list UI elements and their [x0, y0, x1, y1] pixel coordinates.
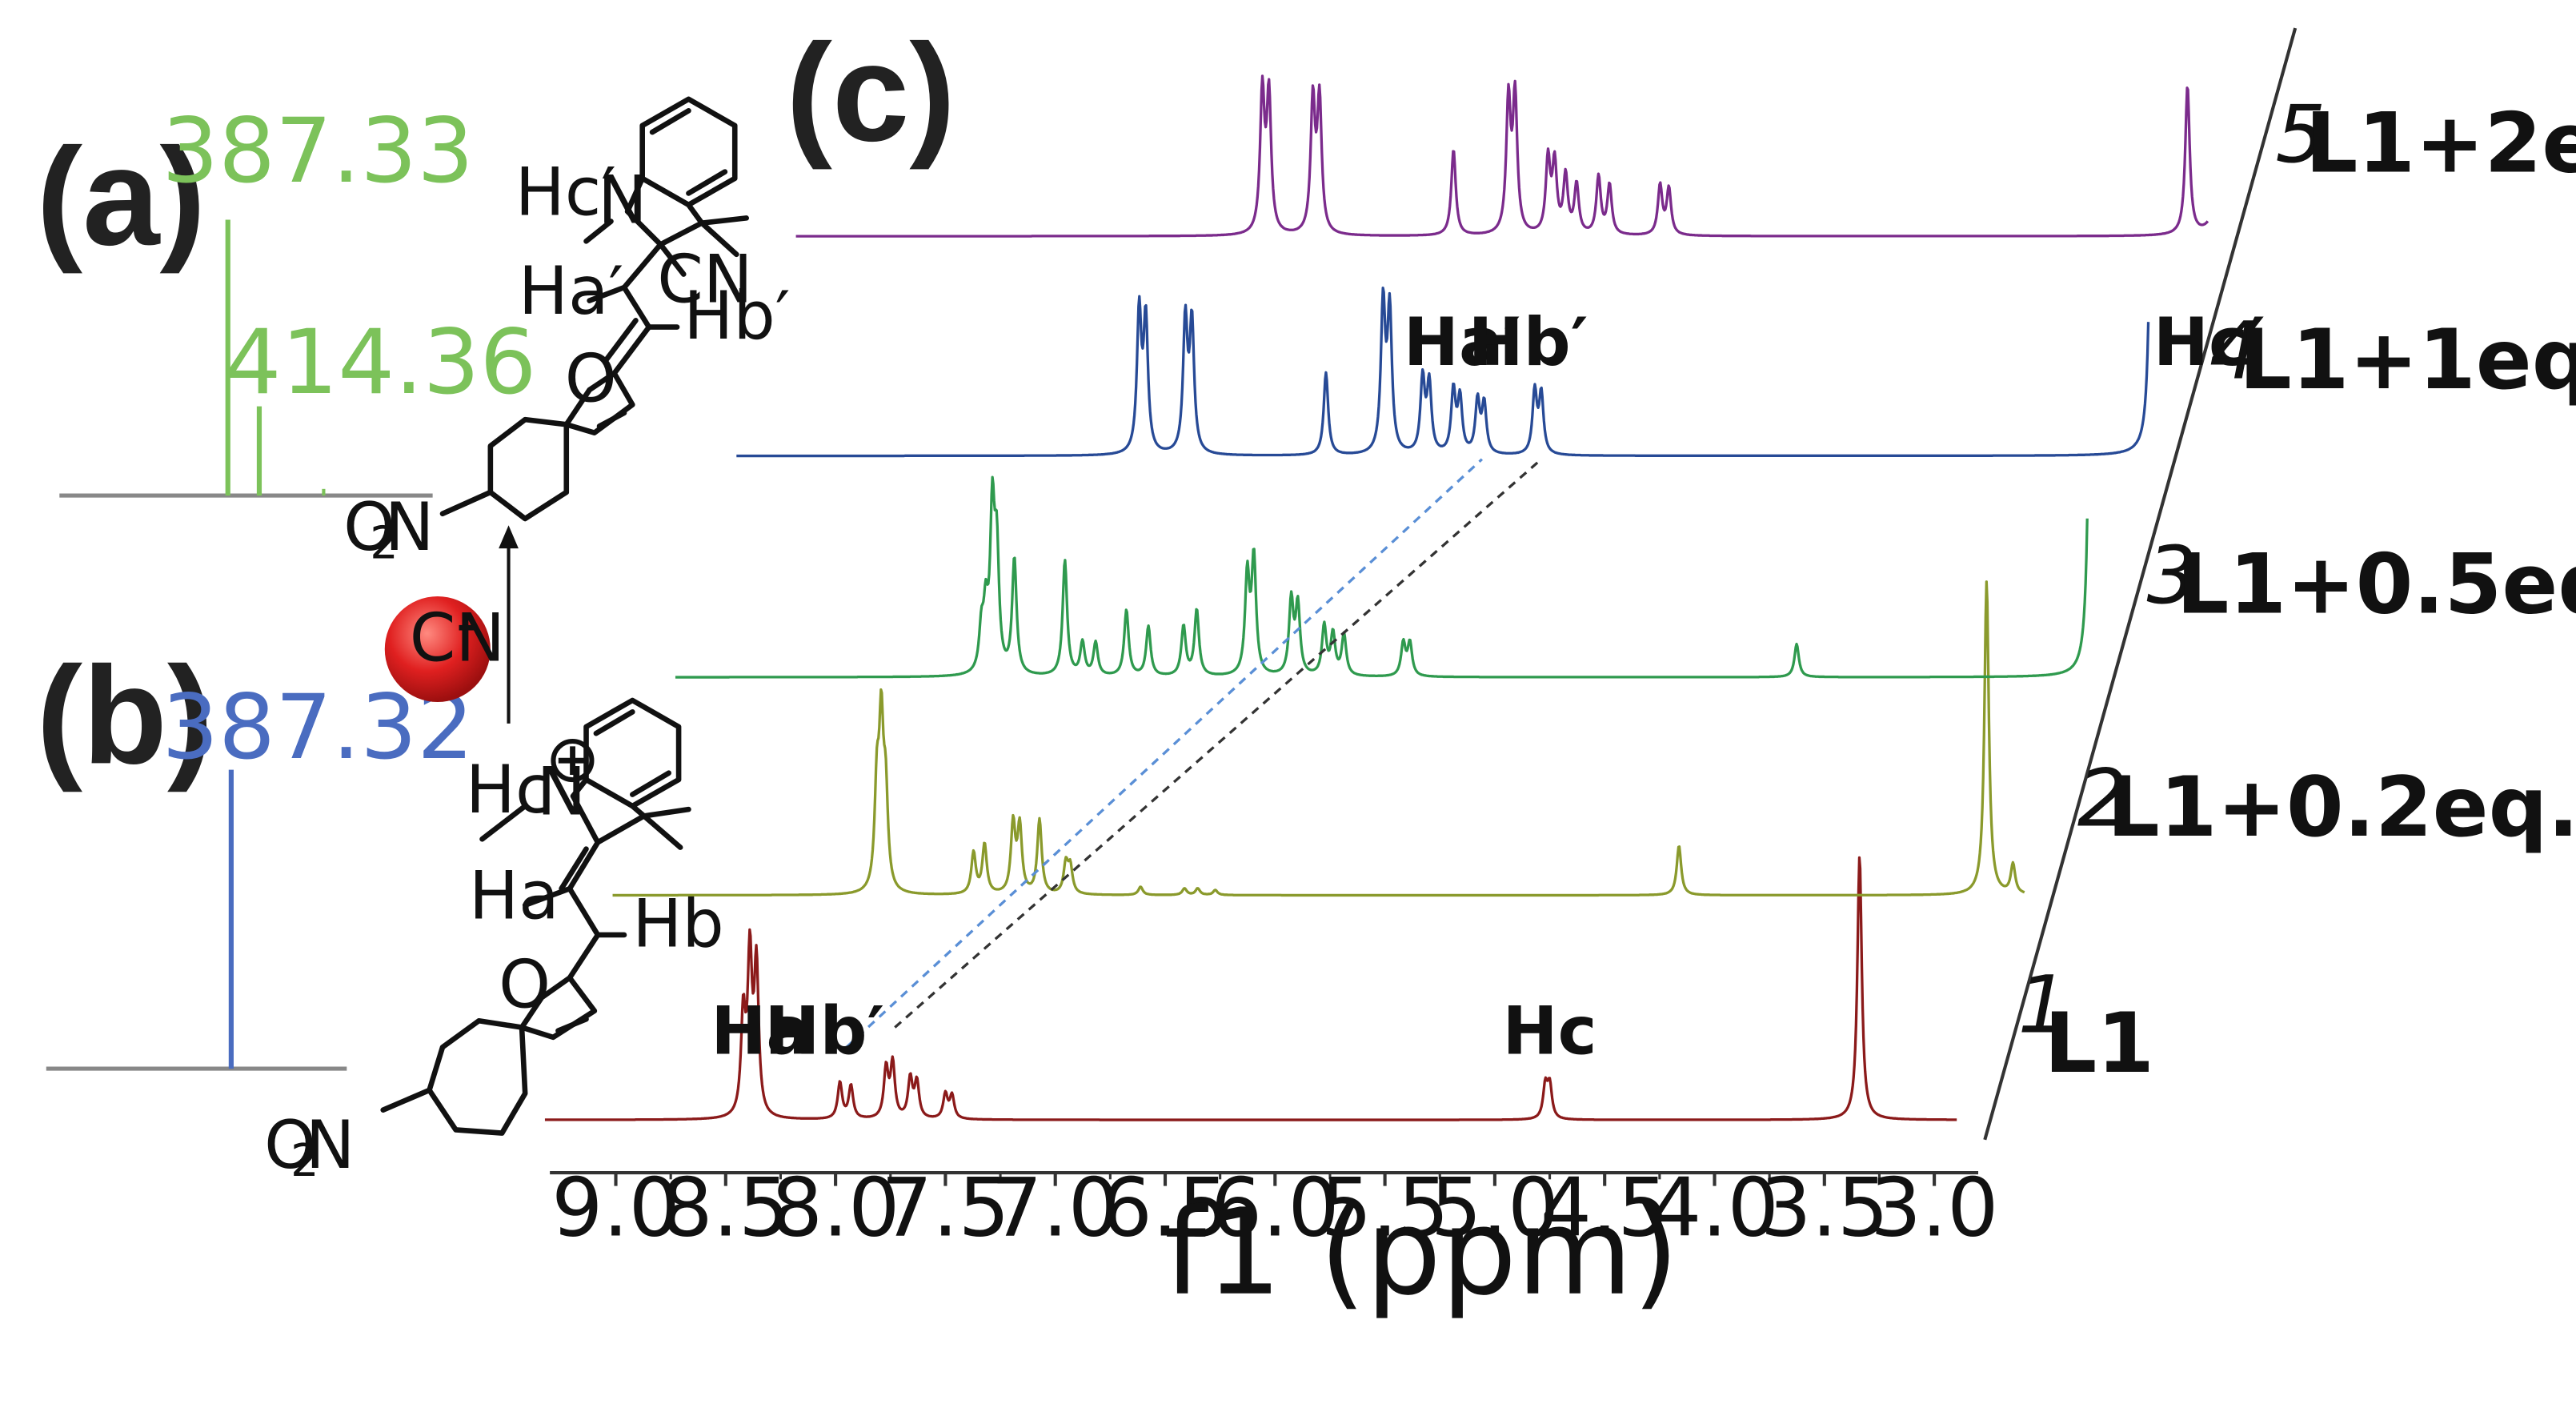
struct-bot-n: N: [537, 753, 587, 830]
x-tick-label-5: 6.5: [1101, 1160, 1230, 1254]
nmr-trace-3: [675, 475, 2089, 679]
struct-bot-o: O: [499, 947, 551, 1024]
struct-top-o: O: [565, 340, 617, 417]
guide-black: [894, 458, 1543, 1029]
x-tick-label-6: 6.0: [1211, 1160, 1340, 1254]
x-tick-label-3: 7.5: [881, 1160, 1010, 1254]
struct-bot-hc: Hc: [466, 752, 551, 828]
x-tick-label-2: 8.0: [771, 1160, 900, 1254]
x-tick-label-0: 9.0: [551, 1160, 680, 1254]
guide-blue: [845, 458, 1484, 1049]
struct-top-ha: Ha′: [519, 253, 623, 330]
panel-label-b: (b): [36, 637, 213, 792]
x-tick-label-9: 4.5: [1540, 1160, 1669, 1254]
trace-number-1: 1: [2018, 960, 2069, 1052]
nmr-trace-labels: 1L12L1+0.2eq.CN-3L1+0.5eq.CN-4L1+1eq.CN-…: [2018, 89, 2576, 1092]
nmr-guides: [845, 458, 1543, 1049]
struct-bot-no2-o: O: [264, 1107, 316, 1184]
x-tick-label-11: 3.5: [1760, 1160, 1889, 1254]
struct-top-cn: CN: [657, 242, 752, 319]
struct-bot-plus: ⊕: [545, 720, 600, 797]
panel-label-c: (c): [786, 14, 955, 170]
ms-a-label-2: 414.36: [225, 311, 537, 415]
nmr-trace-1: [544, 856, 1957, 1121]
reaction-arrowhead: [499, 525, 519, 549]
annotation-4: Ha′: [1404, 304, 1521, 381]
x-tick-label-10: 4.0: [1650, 1160, 1779, 1254]
x-tick-label-1: 8.5: [661, 1160, 790, 1254]
struct-bot-hb: Hb: [632, 885, 723, 962]
struct-top-no2-sub: 2: [370, 517, 398, 569]
x-tick-label-8: 5.0: [1431, 1160, 1560, 1254]
cyanide-reagent-label: CN: [410, 600, 505, 676]
x-axis-label: f1 (ppm): [1164, 1184, 1679, 1322]
structure-bottom: Hc N ⊕ Ha Hb O O 2 N: [264, 697, 724, 1187]
mass-spectrum-a: 387.33 414.36: [59, 100, 537, 498]
nmr-trace-2: [611, 580, 2025, 897]
struct-bot-no2-sub: 2: [290, 1135, 318, 1187]
struct-top-no2-n: N: [385, 489, 435, 566]
trace-label-2: L1+0.2eq.CN: [2107, 760, 2576, 856]
struct-bot-ha: Ha: [469, 857, 559, 934]
nmr-depth-axis: [1983, 27, 2298, 1141]
panel-label-a: (a): [36, 118, 206, 274]
annotation-5: Hb′: [1468, 304, 1588, 381]
nmr-trace-4: [735, 287, 2150, 458]
trace-label-1: L1: [2045, 996, 2155, 1092]
struct-top-n: N: [598, 162, 647, 239]
trace-label-3: L1+0.5eq.CN: [2177, 537, 2576, 633]
cyanide-reagent-ball: [384, 596, 491, 702]
nmr-trace-5: [795, 74, 2209, 238]
struct-top-no2-o: O: [343, 489, 395, 566]
annotation-2: Hb′: [764, 993, 884, 1070]
nmr-ticks: 9.08.58.07.57.06.56.05.55.04.54.03.53.0: [551, 1160, 1998, 1254]
trace-number-3: 3: [2147, 530, 2197, 622]
trace-number-4: 4: [2209, 306, 2260, 398]
cyanide-reagent-sup: -: [456, 585, 480, 662]
nmr-stack: 9.08.58.07.57.06.56.05.55.04.54.03.53.0 …: [544, 0, 2576, 1322]
struct-top-hc: Hc′: [515, 154, 616, 231]
x-tick-label-4: 7.0: [991, 1160, 1120, 1254]
nmr-spectra: [544, 0, 2223, 1121]
trace-label-5: L1+2eq.CN: [2306, 96, 2576, 192]
annotation-6: Hc′: [2153, 304, 2266, 381]
ms-a-label-1: 387.33: [162, 100, 474, 203]
annotation-3: Hc: [1503, 993, 1597, 1070]
struct-bot-no2-n: N: [306, 1107, 355, 1184]
structure-top: Hc′ N CN Ha′ Hb′ O O 2 N: [343, 96, 790, 569]
x-tick-label-12: 3.0: [1870, 1160, 1999, 1254]
x-tick-label-7: 5.5: [1320, 1160, 1449, 1254]
trace-number-2: 2: [2077, 753, 2128, 845]
trace-label-4: L1+1eq.CN: [2239, 312, 2576, 408]
trace-number-5: 5: [2275, 89, 2326, 181]
annotation-1: Ha: [711, 993, 811, 1070]
struct-top-hb: Hb′: [683, 278, 790, 355]
